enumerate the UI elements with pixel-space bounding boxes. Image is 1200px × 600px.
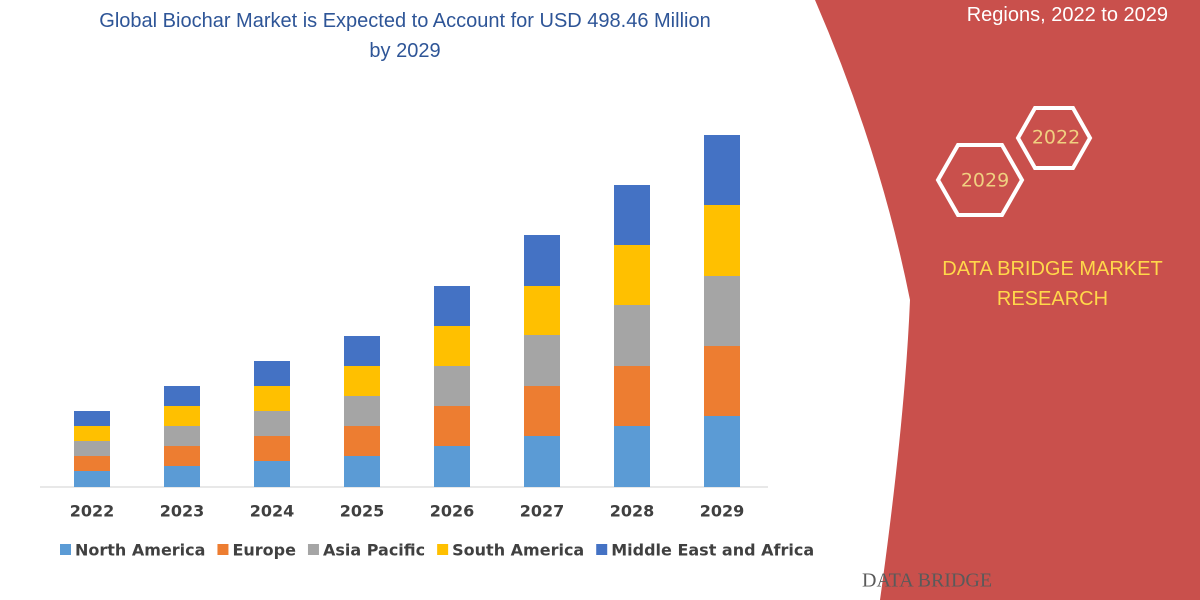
bar-segment [74, 411, 110, 426]
legend-swatch [307, 544, 319, 555]
bar-segment [524, 235, 560, 286]
bar-segment [344, 396, 380, 426]
bar-segment [254, 361, 290, 386]
bar-segment [704, 416, 740, 487]
bar-segment [74, 456, 110, 471]
bar-segment [74, 441, 110, 456]
bar-segment [344, 456, 380, 487]
brand-text: DATA BRIDGE MARKET RESEARCH [942, 258, 1163, 310]
bar-segment [614, 426, 650, 487]
bar-segment [254, 436, 290, 461]
x-tick-label: 2022 [70, 502, 115, 521]
bar-segment [524, 335, 560, 386]
bar-segment [614, 366, 650, 426]
logo-text: DATA BRIDGE [862, 570, 992, 592]
bar-segment [704, 205, 740, 276]
bar-segment [164, 446, 200, 466]
x-tick-label: 2026 [430, 502, 475, 521]
hexagon [1015, 106, 1093, 170]
hex-label: 2022 [1032, 127, 1080, 149]
legend-swatch [437, 544, 449, 555]
legend-swatch [217, 544, 229, 555]
bar-segment [344, 366, 380, 396]
x-tick-label: 2029 [700, 502, 745, 521]
bar-segment [254, 411, 290, 436]
legend-label: Europe [232, 541, 296, 560]
bar-segment [164, 386, 200, 406]
bar-segment [524, 286, 560, 335]
legend-swatch [60, 544, 71, 555]
bar-segment [254, 461, 290, 487]
bar-segment [524, 386, 560, 436]
x-tick-label: 2025 [340, 502, 385, 521]
bar-segment [704, 346, 740, 416]
bar-segment [434, 446, 470, 487]
bar-segment [614, 185, 650, 245]
bar-segment [614, 305, 650, 366]
bar-segment [524, 436, 560, 487]
bar-segment [704, 135, 740, 205]
legend-label: South America [452, 541, 584, 560]
bar-segment [344, 336, 380, 366]
bar-segment [344, 426, 380, 456]
bar-segment [434, 366, 470, 406]
bar-segment [74, 426, 110, 441]
bar-segment [164, 406, 200, 426]
x-tick-label: 2027 [520, 502, 565, 521]
bar-segment [164, 466, 200, 487]
x-tick-label: 2024 [250, 502, 295, 521]
subtitle: Regions, 2022 to 2029 [966, 4, 1168, 26]
bar-segment [434, 326, 470, 366]
bar-segment [164, 426, 200, 446]
bar-segment [254, 386, 290, 411]
bar-segment [704, 276, 740, 346]
chart-title: Global Biochar Market is Expected to Acc… [99, 10, 711, 62]
x-tick-label: 2023 [160, 502, 205, 521]
hex-label: 2029 [961, 170, 1009, 192]
legend-label: North America [75, 541, 205, 560]
legend-swatch [596, 544, 608, 555]
bar-segment [614, 245, 650, 305]
legend-label: Asia Pacific [323, 541, 425, 560]
legend-label: Middle East and Africa [611, 541, 814, 560]
bar-segment [434, 406, 470, 446]
x-tick-label: 2028 [610, 502, 655, 521]
bar-segment [434, 286, 470, 326]
bar-segment [74, 471, 110, 487]
side-panel [815, 0, 1200, 600]
hexagon [935, 143, 1025, 217]
